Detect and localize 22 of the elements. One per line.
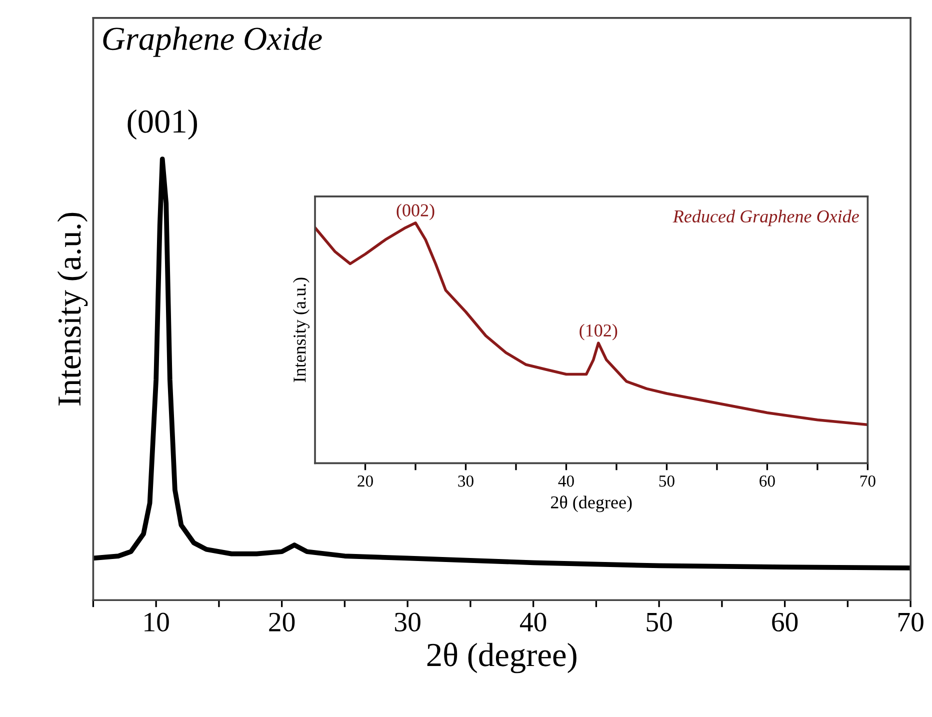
y-axis-title: Intensity (a.u.) (57, 212, 88, 406)
x-tick-label: 30 (395, 612, 420, 632)
x-tick-label: 50 (646, 612, 672, 632)
x-axis-title: 2θ (degree) (427, 642, 576, 674)
x-tick-label: 40 (558, 475, 574, 487)
annotation: (102) (580, 324, 618, 340)
x-tick-label: 70 (898, 612, 924, 632)
annotation: (001) (128, 109, 197, 140)
x-tick-label: 60 (760, 475, 775, 487)
x-axis-title: 2θ (degree) (550, 496, 632, 512)
y-axis-title: Intensity (a.u.) (293, 278, 310, 382)
x-tick-label: 20 (358, 475, 373, 487)
chart-title: Graphene Oxide (103, 26, 322, 57)
x-tick-label: 50 (659, 475, 674, 487)
chart-title: Reduced Graphene Oxide (672, 210, 859, 226)
x-tick-label: 70 (860, 475, 876, 487)
x-tick-label: 60 (772, 612, 798, 632)
x-tick-label: 40 (520, 612, 546, 632)
x-tick-label: 10 (144, 612, 169, 632)
x-tick-label: 30 (458, 475, 474, 487)
annotation: (002) (396, 204, 434, 220)
x-tick-label: 20 (269, 612, 295, 632)
